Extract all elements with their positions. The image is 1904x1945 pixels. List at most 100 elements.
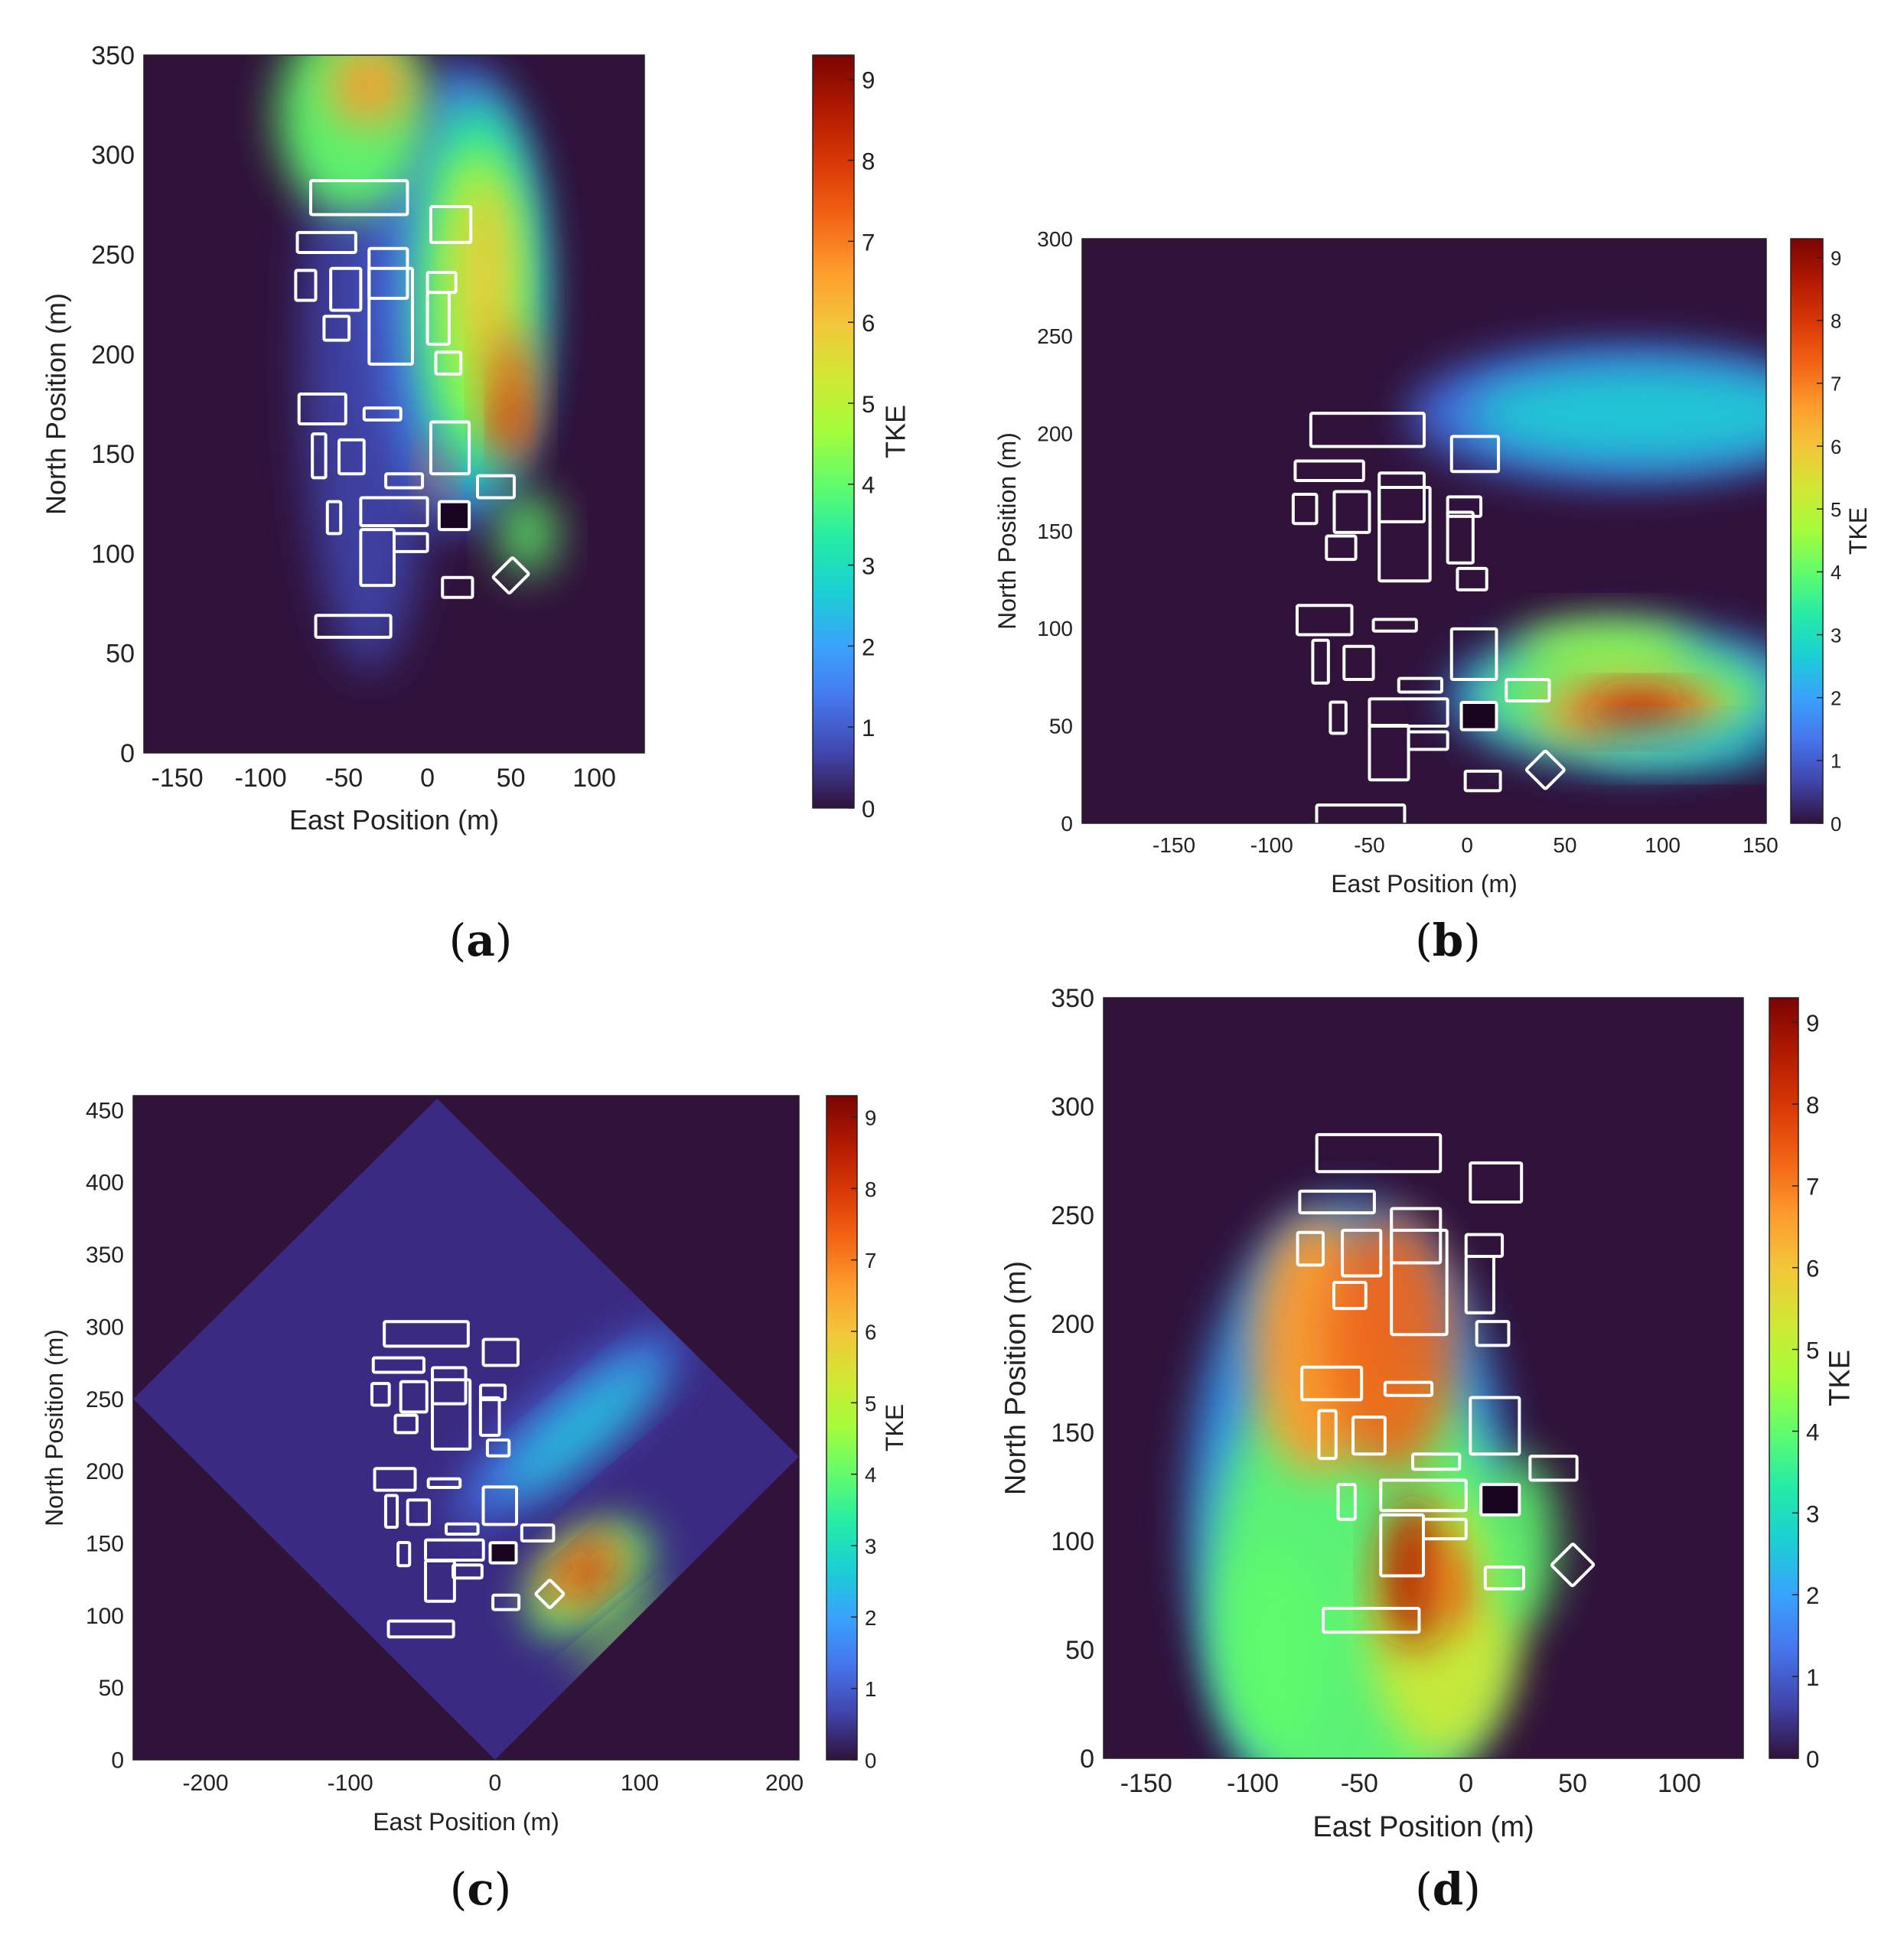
building-outline bbox=[434, 350, 463, 376]
colorbar-tick-label: 0 bbox=[862, 796, 875, 823]
y-tick-label: 250 bbox=[1051, 1201, 1094, 1230]
building-outline bbox=[1379, 1513, 1425, 1578]
colorbar bbox=[812, 54, 855, 809]
x-tick-label: -100 bbox=[328, 1771, 373, 1796]
building-outline bbox=[1449, 435, 1501, 474]
colorbar bbox=[1790, 238, 1824, 824]
y-tick-label: 300 bbox=[86, 1315, 124, 1340]
y-axis-label: North Position (m) bbox=[41, 293, 72, 515]
building-outline bbox=[322, 314, 351, 342]
colorbar-tick-label: 3 bbox=[865, 1535, 876, 1559]
panel-b: -150 -100 -50 0 50 100 150 0 50 100 150 200 250 300 Ea… bbox=[952, 0, 1904, 979]
building-outline bbox=[399, 1380, 429, 1414]
building-outline bbox=[1505, 678, 1551, 703]
y-tick-label: 0 bbox=[1061, 812, 1073, 836]
buildings bbox=[1291, 412, 1566, 823]
chart-b: -150 -100 -50 0 50 100 150050100150200250300Ea… bbox=[993, 227, 1872, 898]
x-tick-label: -50 bbox=[1354, 833, 1384, 857]
x-tick-label: -150 bbox=[1120, 1769, 1172, 1798]
colorbar-label: TKE bbox=[881, 1404, 908, 1451]
plume-region bbox=[1516, 621, 1692, 676]
y-tick-label: 350 bbox=[86, 1243, 124, 1268]
colorbar-tick-label: 2 bbox=[1831, 688, 1841, 709]
building-outline bbox=[325, 500, 343, 536]
plume-region bbox=[459, 182, 513, 367]
x-tick-label: 100 bbox=[1645, 833, 1681, 857]
building-outline bbox=[373, 1467, 417, 1492]
colorbar-tick-label: 1 bbox=[862, 715, 875, 741]
colorbar-tick-label: 8 bbox=[865, 1178, 876, 1201]
colorbar-tick-label: 9 bbox=[1831, 248, 1841, 269]
colorbar-tick-label: 9 bbox=[865, 1106, 876, 1130]
colorbar-tick-label: 7 bbox=[1831, 374, 1841, 396]
building-outline bbox=[429, 205, 473, 244]
building-outline bbox=[1456, 566, 1488, 591]
building-outline bbox=[1407, 730, 1449, 751]
building-outline bbox=[1300, 1365, 1364, 1402]
building-outline bbox=[1351, 1416, 1387, 1456]
building-outline bbox=[337, 438, 366, 476]
rotated-domain bbox=[133, 1098, 799, 1760]
colorbar-tick-label: 8 bbox=[1831, 311, 1841, 333]
panel-label-b: (b) bbox=[1415, 914, 1481, 966]
building-outline bbox=[1449, 627, 1498, 682]
building-outline bbox=[1332, 490, 1371, 534]
heatmap-field bbox=[1188, 1199, 1558, 1758]
building-outline bbox=[1315, 803, 1407, 823]
building-outline bbox=[371, 1356, 425, 1374]
domain-mask bbox=[133, 1096, 799, 1457]
colorbar-tick-label: 0 bbox=[1806, 1746, 1819, 1773]
x-tick-label: -50 bbox=[1341, 1769, 1378, 1798]
x-tick-label: 100 bbox=[1658, 1769, 1701, 1798]
chart-a: -150 -100 -50 0 50 100050100150200250300350Ea… bbox=[41, 41, 911, 836]
panel-label-a: (a) bbox=[448, 914, 513, 966]
y-tick-label: 100 bbox=[91, 539, 135, 569]
building-outline bbox=[431, 1378, 472, 1451]
building-outline bbox=[441, 575, 474, 599]
building-outline bbox=[314, 614, 393, 639]
x-tick-label: -100 bbox=[235, 764, 287, 793]
colorbar-tick-label: 9 bbox=[862, 67, 875, 94]
building-outline bbox=[1383, 1380, 1434, 1397]
building-outline bbox=[1315, 1132, 1443, 1174]
y-tick-label: 200 bbox=[1051, 1310, 1094, 1339]
building-outline bbox=[478, 1383, 507, 1402]
building-outline bbox=[362, 406, 403, 422]
x-tick-label: 150 bbox=[1743, 833, 1778, 857]
colorbar-label: TKE bbox=[1844, 507, 1872, 555]
buildings bbox=[370, 1320, 566, 1639]
heatmap-field bbox=[133, 1096, 799, 1760]
x-tick-label: 0 bbox=[488, 1771, 501, 1796]
building-outline bbox=[491, 1593, 521, 1611]
x-tick-label: 50 bbox=[1558, 1769, 1587, 1798]
panel-c: -200 -100 0 100 200 0 50 100 150 200 250 300 350 400 4… bbox=[0, 979, 952, 1945]
building-outline bbox=[359, 528, 396, 588]
plume-region bbox=[1584, 725, 1766, 765]
building-outline bbox=[476, 474, 516, 500]
building-outline bbox=[393, 1413, 419, 1435]
building-outline bbox=[1322, 1607, 1421, 1634]
x-axis-label: East Position (m) bbox=[1312, 1811, 1534, 1843]
building-outline bbox=[444, 1522, 480, 1536]
x-tick-label: 0 bbox=[1461, 833, 1473, 857]
buildings bbox=[1296, 1132, 1596, 1634]
building-outline bbox=[429, 420, 471, 476]
building-outline bbox=[478, 1396, 501, 1437]
x-axis-label: East Position (m) bbox=[373, 1808, 559, 1836]
building-outline bbox=[1528, 1455, 1579, 1482]
colorbar-tick-label: 5 bbox=[862, 391, 875, 418]
y-tick-label: 250 bbox=[1037, 324, 1073, 348]
x-tick-label: -50 bbox=[325, 764, 363, 793]
building-outline bbox=[534, 1578, 566, 1610]
building-outline bbox=[1464, 1254, 1495, 1315]
building-outline bbox=[1446, 495, 1483, 518]
x-tick-label: 50 bbox=[1553, 833, 1576, 857]
building-outline bbox=[520, 1523, 556, 1543]
building-outline bbox=[329, 266, 363, 312]
colorbar-tick-label: 6 bbox=[865, 1321, 876, 1344]
building-outline bbox=[1379, 1478, 1468, 1513]
building-outline bbox=[488, 1541, 518, 1565]
building-outline bbox=[491, 556, 530, 595]
colorbar-tick-label: 5 bbox=[865, 1392, 876, 1416]
panel-label-c: (c) bbox=[449, 1863, 512, 1915]
